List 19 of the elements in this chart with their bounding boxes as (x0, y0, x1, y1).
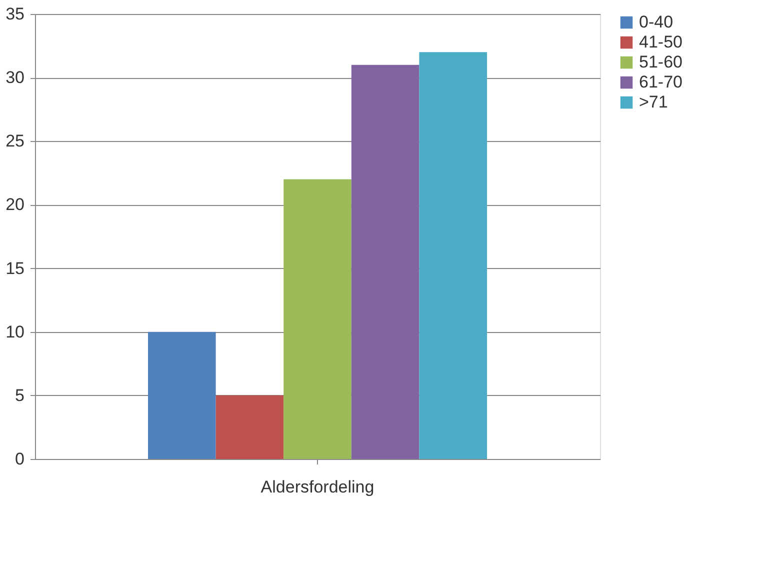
y-tick-label: 5 (15, 386, 24, 405)
y-tick-label: 30 (6, 68, 24, 88)
bar (351, 64, 420, 459)
y-tick-label: 25 (6, 132, 24, 151)
bar (148, 332, 216, 459)
legend-label: 41-50 (639, 32, 682, 52)
bar (419, 52, 487, 459)
legend-label: 51-60 (639, 52, 682, 72)
y-tick-label: 35 (6, 4, 24, 24)
legend-label: 0-40 (639, 12, 674, 32)
bar (216, 395, 284, 459)
legend-label: >71 (639, 92, 668, 112)
legend-label: 61-70 (639, 72, 682, 92)
x-tick-label: Aldersfordeling (260, 478, 374, 496)
bar (284, 179, 352, 459)
y-tick-label: 10 (6, 322, 24, 342)
y-tick-label: 20 (6, 195, 24, 214)
y-tick-label: 15 (6, 258, 24, 278)
y-tick-label: 0 (15, 450, 24, 468)
